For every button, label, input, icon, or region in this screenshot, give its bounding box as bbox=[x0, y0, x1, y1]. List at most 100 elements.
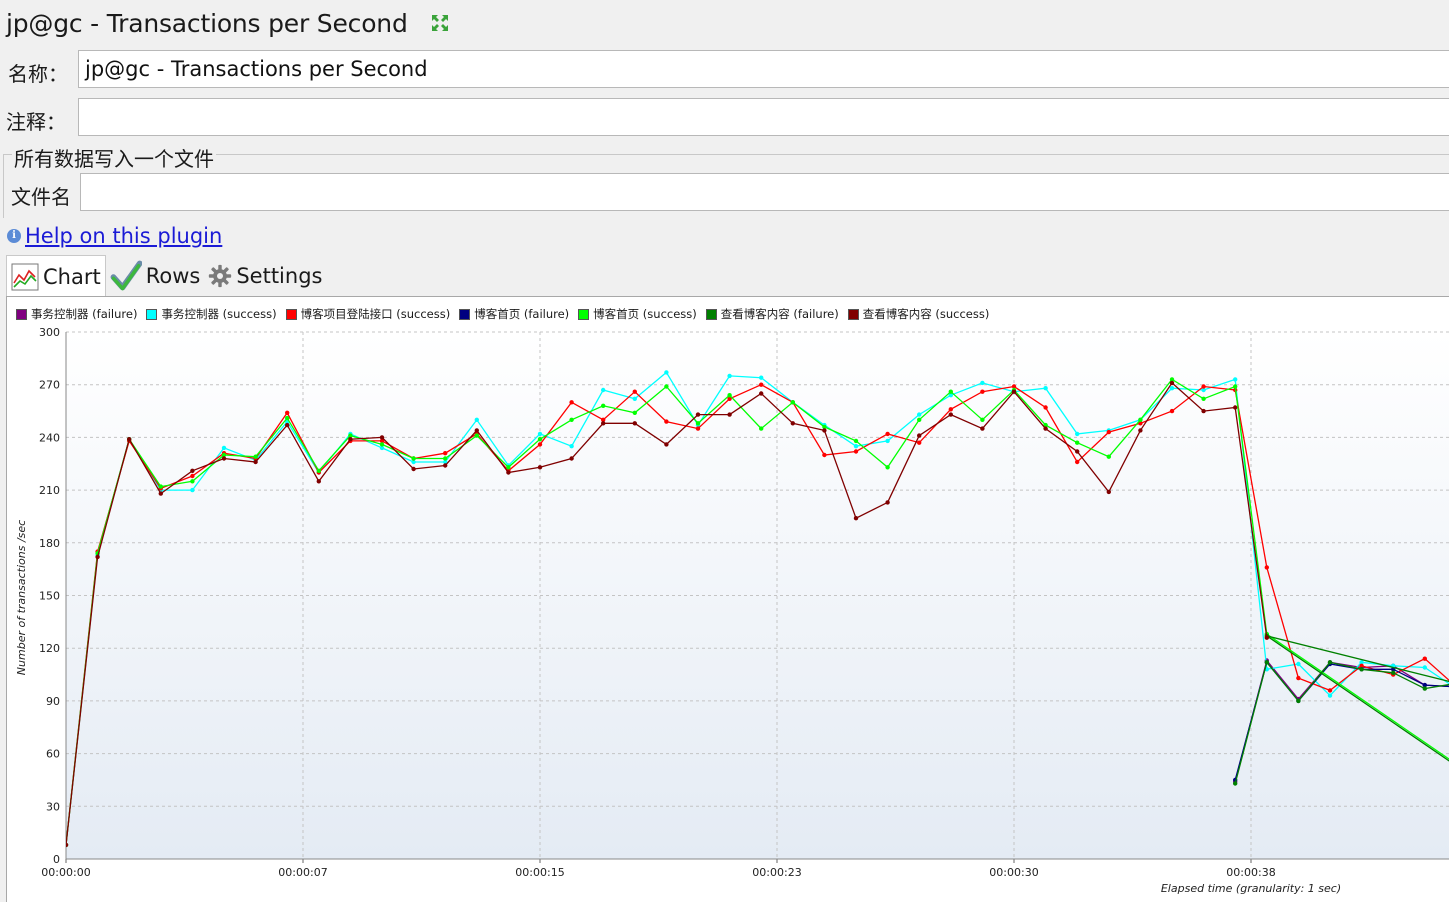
data-point bbox=[632, 410, 637, 415]
data-point bbox=[443, 451, 448, 456]
data-point bbox=[569, 400, 574, 405]
data-point bbox=[285, 422, 290, 428]
data-point bbox=[443, 456, 448, 461]
data-point bbox=[1264, 660, 1270, 665]
data-point bbox=[190, 479, 195, 484]
data-point bbox=[759, 391, 764, 396]
data-point bbox=[285, 415, 290, 421]
data-point bbox=[379, 442, 385, 447]
data-point bbox=[474, 417, 479, 422]
data-point bbox=[885, 438, 890, 444]
data-point bbox=[537, 442, 543, 447]
legend-label: 事务控制器 (success) bbox=[161, 307, 277, 321]
data-point bbox=[1264, 565, 1270, 570]
gear-icon bbox=[209, 264, 232, 288]
data-point bbox=[1359, 660, 1364, 665]
legend-swatch bbox=[705, 308, 717, 320]
legend-item: 博客首页 (success) bbox=[578, 306, 697, 322]
data-point bbox=[348, 433, 353, 438]
data-point bbox=[569, 417, 574, 422]
y-tick-label: 270 bbox=[39, 379, 60, 392]
data-point bbox=[1169, 386, 1175, 391]
data-point bbox=[158, 484, 163, 489]
x-tick-label: 00:00:30 bbox=[989, 866, 1038, 879]
data-point bbox=[1422, 656, 1428, 661]
data-point bbox=[1011, 389, 1017, 394]
data-point bbox=[95, 554, 100, 560]
legend-label: 博客首页 (success) bbox=[593, 307, 697, 321]
data-point bbox=[759, 375, 764, 380]
name-field[interactable]: jp@gc - Transactions per Second bbox=[78, 50, 1449, 88]
data-point bbox=[632, 421, 637, 426]
y-tick-label: 240 bbox=[39, 431, 60, 444]
data-point bbox=[948, 412, 953, 417]
legend-item: 事务控制器 (success) bbox=[146, 306, 277, 322]
legend-label: 查看博客内容 (success) bbox=[862, 307, 990, 321]
chart-panel: 0 30 60 90 120 150 180 210 240 270 300 00:00:00 00:0… bbox=[6, 296, 1449, 902]
data-point bbox=[853, 438, 859, 444]
data-point bbox=[822, 424, 827, 430]
data-point bbox=[980, 389, 985, 394]
data-point bbox=[1043, 426, 1048, 431]
data-point bbox=[1138, 417, 1143, 422]
data-point bbox=[569, 444, 574, 449]
data-point bbox=[1233, 405, 1238, 410]
data-point bbox=[537, 465, 543, 470]
data-point bbox=[1264, 635, 1270, 640]
data-point bbox=[316, 479, 321, 484]
data-point bbox=[980, 417, 985, 422]
data-point bbox=[1043, 422, 1048, 428]
checkmark-icon bbox=[110, 260, 142, 291]
data-point bbox=[443, 463, 448, 468]
expand-arrows-icon[interactable] bbox=[430, 13, 450, 33]
tab-rows[interactable]: Rows bbox=[106, 255, 205, 297]
data-point bbox=[1359, 667, 1364, 672]
legend-item: 博客项目登陆接口 (success) bbox=[285, 306, 450, 322]
tab-chart[interactable]: Chart bbox=[6, 255, 106, 297]
data-point bbox=[411, 459, 416, 465]
data-point bbox=[664, 384, 669, 389]
data-point bbox=[885, 500, 890, 505]
data-point bbox=[601, 403, 606, 408]
legend-item: 博客首页 (failure) bbox=[459, 306, 569, 322]
data-point bbox=[1296, 698, 1301, 704]
data-point bbox=[1327, 688, 1333, 693]
data-point bbox=[695, 421, 701, 426]
y-tick-label: 210 bbox=[39, 484, 60, 497]
data-point bbox=[1327, 660, 1333, 665]
data-point bbox=[1138, 428, 1143, 433]
data-point bbox=[1138, 421, 1143, 426]
data-point bbox=[221, 445, 227, 451]
data-point bbox=[664, 442, 669, 447]
data-point bbox=[1296, 675, 1301, 681]
data-point bbox=[411, 456, 416, 461]
comment-field[interactable] bbox=[78, 98, 1449, 136]
data-point bbox=[127, 437, 132, 442]
data-point bbox=[759, 426, 764, 431]
data-point bbox=[1106, 489, 1112, 495]
data-point bbox=[948, 389, 953, 394]
comment-label: 注释： bbox=[6, 110, 66, 134]
line-chart-icon bbox=[11, 263, 39, 290]
data-point bbox=[601, 421, 606, 426]
data-point bbox=[948, 407, 953, 412]
data-point bbox=[379, 445, 385, 451]
y-tick-label: 300 bbox=[39, 326, 60, 339]
data-point bbox=[601, 387, 606, 393]
data-point bbox=[474, 428, 479, 433]
y-tick-label: 180 bbox=[39, 537, 60, 550]
data-point bbox=[853, 444, 859, 449]
data-point bbox=[1359, 663, 1364, 668]
tab-settings[interactable]: Settings bbox=[204, 255, 326, 297]
file-name-field[interactable] bbox=[80, 173, 1449, 211]
x-tick-label: 00:00:07 bbox=[278, 866, 327, 879]
y-tick-label: 150 bbox=[39, 590, 60, 603]
legend-item: 查看博客内容 (success) bbox=[847, 306, 990, 322]
y-tick-label: 30 bbox=[46, 800, 60, 813]
help-link[interactable]: Help on this plugin bbox=[25, 224, 223, 248]
data-point bbox=[190, 487, 195, 493]
data-point bbox=[917, 433, 922, 438]
data-point bbox=[632, 389, 637, 394]
data-point bbox=[1422, 682, 1428, 688]
y-axis-label: Number of transactions /sec bbox=[15, 520, 28, 675]
